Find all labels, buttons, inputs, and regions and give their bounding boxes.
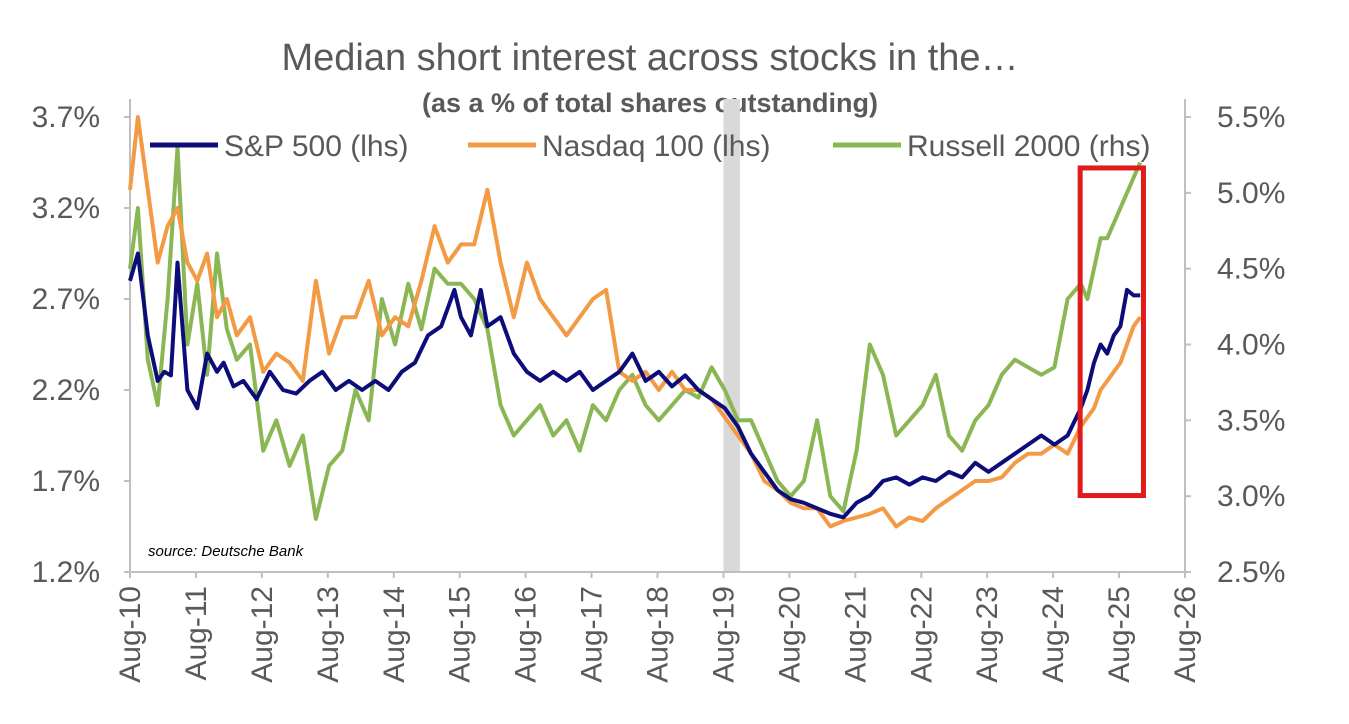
left-tick-label: 2.2% bbox=[32, 374, 100, 407]
x-tick-label: Aug-23 bbox=[971, 586, 1004, 683]
legend-label: Russell 2000 (rhs) bbox=[907, 130, 1150, 163]
right-tick-label: 3.0% bbox=[1217, 480, 1285, 513]
series-lines bbox=[128, 115, 1143, 529]
x-tick-label: Aug-13 bbox=[312, 586, 345, 683]
x-tick-label: Aug-11 bbox=[180, 586, 213, 681]
x-tick-label: Aug-20 bbox=[773, 586, 806, 683]
legend: S&P 500 (lhs) Nasdaq 100 (lhs) Russell 200… bbox=[150, 130, 1150, 163]
x-tick-label: Aug-21 bbox=[839, 586, 872, 683]
left-tick-label: 1.7% bbox=[32, 465, 100, 498]
right-tick-label: 5.0% bbox=[1217, 177, 1285, 210]
right-tick-label: 3.5% bbox=[1217, 404, 1285, 437]
right-axis-ticks: 2.5% 3.0% 3.5% 4.0% 4.5% 5.0% 5.5% bbox=[1185, 101, 1285, 589]
left-tick-label: 2.7% bbox=[32, 283, 100, 316]
x-tick-label: Aug-15 bbox=[444, 586, 477, 683]
x-tick-label: Aug-17 bbox=[576, 586, 609, 683]
legend-label: S&P 500 (lhs) bbox=[224, 130, 409, 163]
right-tick-label: 4.5% bbox=[1217, 253, 1285, 286]
left-tick-label: 3.7% bbox=[32, 101, 100, 134]
left-tick-label: 1.2% bbox=[32, 556, 100, 589]
series-line-nasdaq bbox=[128, 115, 1142, 529]
series-line-sp500 bbox=[128, 251, 1141, 520]
highlight-box bbox=[1077, 165, 1146, 499]
x-tick-label: Aug-10 bbox=[114, 586, 147, 683]
x-axis-ticks: Aug-10 Aug-11 Aug-12 Aug-13 Aug-14 Aug-15 Aug-… bbox=[114, 572, 1202, 683]
series-line-russell bbox=[128, 145, 1143, 521]
x-tick-label: Aug-12 bbox=[246, 586, 279, 683]
left-tick-label: 3.2% bbox=[32, 192, 100, 225]
axes bbox=[129, 99, 1186, 573]
legend-label: Nasdaq 100 (lhs) bbox=[542, 130, 770, 163]
x-tick-label: Aug-19 bbox=[707, 586, 740, 683]
shaded-period bbox=[723, 99, 740, 572]
x-tick-label: Aug-22 bbox=[905, 586, 938, 683]
x-tick-label: Aug-24 bbox=[1037, 586, 1070, 683]
right-tick-label: 5.5% bbox=[1217, 101, 1285, 134]
x-tick-label: Aug-14 bbox=[378, 586, 411, 683]
right-tick-label: 2.5% bbox=[1217, 556, 1285, 589]
x-tick-label: Aug-18 bbox=[642, 586, 675, 683]
chart-subtitle: (as a % of total shares outstanding) bbox=[422, 88, 878, 118]
chart-title: Median short interest across stocks in t… bbox=[281, 37, 1018, 79]
source-note: source: Deutsche Bank bbox=[148, 543, 305, 560]
x-tick-label: Aug-25 bbox=[1103, 586, 1136, 683]
x-tick-label: Aug-16 bbox=[510, 586, 543, 683]
left-axis-ticks: 1.2% 1.7% 2.2% 2.7% 3.2% 3.7% bbox=[32, 101, 130, 589]
right-tick-label: 4.0% bbox=[1217, 329, 1285, 362]
x-tick-label: Aug-26 bbox=[1169, 586, 1202, 683]
